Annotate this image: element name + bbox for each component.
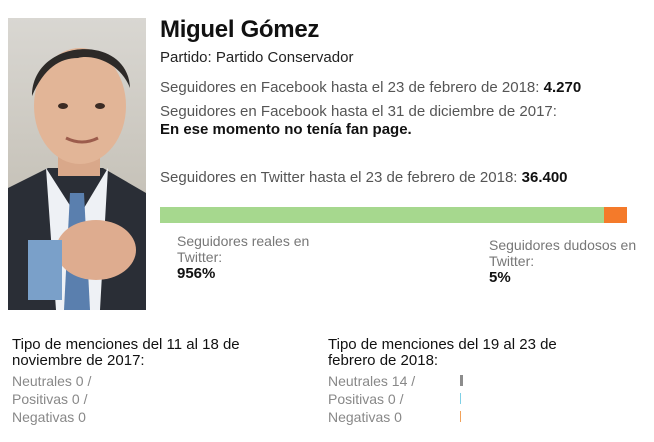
facebook-followers-dec-label: Seguidores en Facebook hasta el 31 de di…	[160, 103, 557, 120]
mentions-november: Tipo de menciones del 11 al 18 de noviem…	[12, 337, 262, 426]
candidate-portrait	[8, 18, 146, 310]
twitter-followers-value: 36.400	[521, 169, 568, 186]
twitter-doubtful-label: Seguidores dudosos en Twitter:	[489, 237, 637, 269]
twitter-real-label: Seguidores reales en Twitter:	[177, 233, 310, 265]
neutral-marker	[460, 375, 463, 386]
facebook-followers-feb: Seguidores en Facebook hasta el 23 de fe…	[160, 79, 581, 96]
twitter-doubtful-segment	[603, 207, 627, 223]
twitter-real-segment	[160, 207, 604, 223]
facebook-followers-feb-value: 4.270	[543, 79, 582, 96]
twitter-real-legend: Seguidores reales en Twitter: 956%	[177, 233, 337, 283]
twitter-followers-label: Seguidores en Twitter hasta el 23 de feb…	[160, 169, 518, 186]
party-label: Partido: Partido Conservador	[160, 49, 354, 66]
mentions-november-title: Tipo de menciones del 11 al 18 de noviem…	[12, 336, 240, 369]
negative-marker	[460, 411, 461, 422]
positive-marker	[460, 393, 461, 404]
mentions-november-neutral: Neutrales 0 /	[12, 373, 92, 389]
mentions-february-negative-row: Negativas 0	[328, 408, 578, 426]
candidate-name: Miguel Gómez	[160, 16, 320, 43]
twitter-doubtful-value: 5%	[489, 269, 511, 286]
twitter-real-value: 956%	[177, 265, 216, 282]
twitter-followers: Seguidores en Twitter hasta el 23 de feb…	[160, 169, 568, 186]
mentions-november-negative: Negativas 0	[12, 409, 86, 425]
mentions-february-negative: Negativas 0	[328, 409, 402, 425]
mentions-february-neutral: Neutrales 14 /	[328, 373, 416, 389]
mentions-february: Tipo de menciones del 19 al 23 de febrer…	[328, 337, 578, 426]
mentions-february-neutral-row: Neutrales 14 /	[328, 372, 578, 390]
mentions-november-positive: Positivas 0 /	[12, 391, 88, 407]
mentions-february-title: Tipo de menciones del 19 al 23 de febrer…	[328, 336, 557, 369]
facebook-followers-dec-note: En ese momento no tenía fan page.	[160, 121, 412, 138]
twitter-doubtful-legend: Seguidores dudosos en Twitter: 5%	[489, 237, 649, 287]
mentions-february-positive: Positivas 0 /	[328, 391, 404, 407]
mentions-february-positive-row: Positivas 0 /	[328, 390, 578, 408]
facebook-followers-feb-label: Seguidores en Facebook hasta el 23 de fe…	[160, 79, 540, 96]
twitter-followers-bar	[160, 207, 627, 223]
portrait-illustration	[8, 48, 146, 310]
